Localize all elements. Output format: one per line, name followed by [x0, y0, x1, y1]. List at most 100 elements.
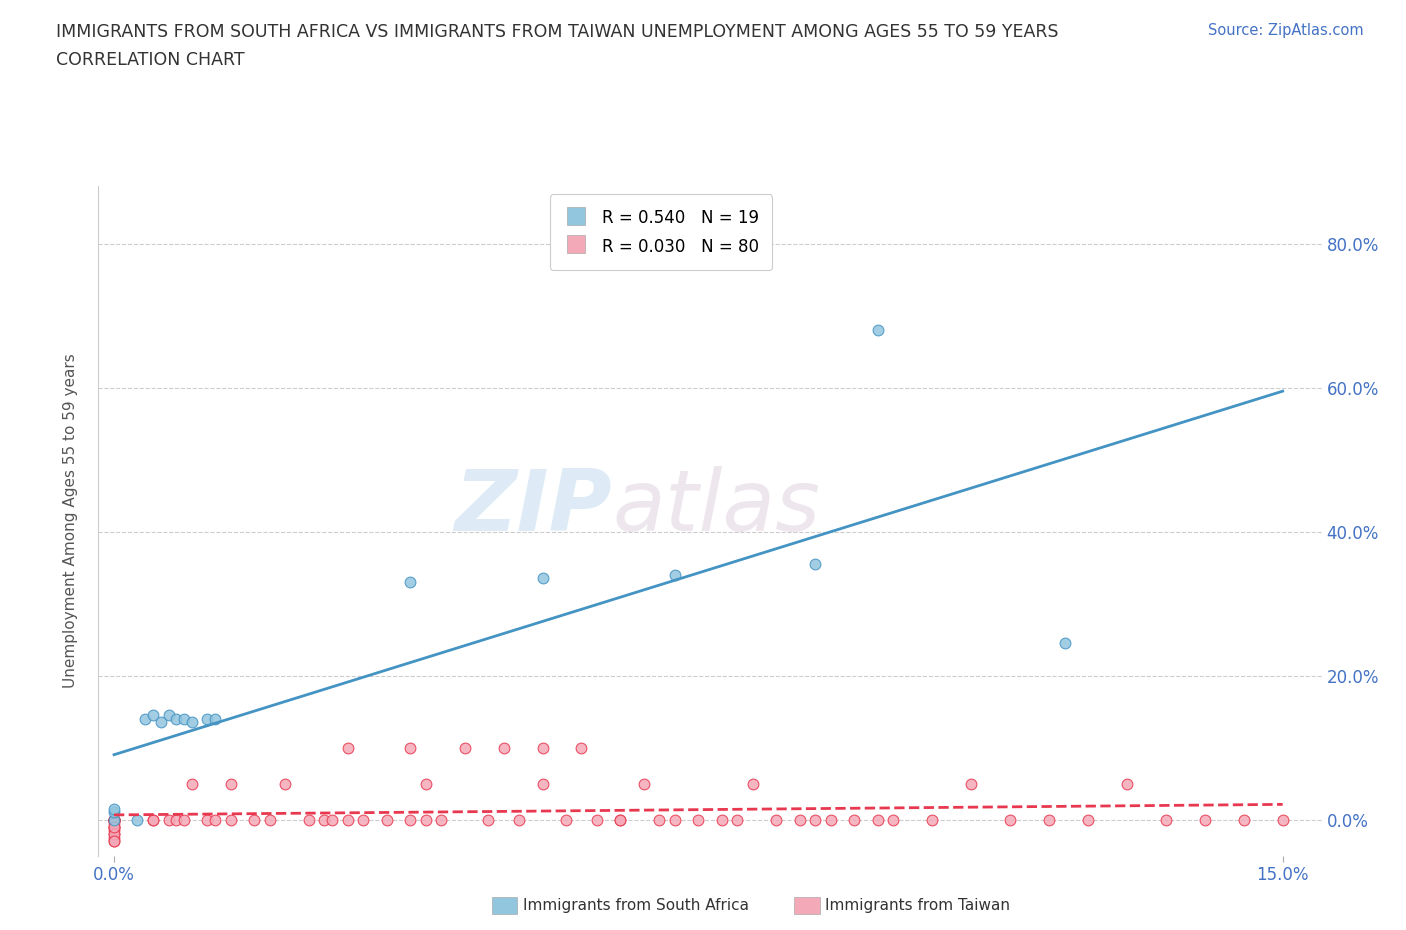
Point	[180, 777, 202, 791]
Point	[103, 819, 125, 834]
Point	[103, 812, 125, 827]
Point	[571, 740, 593, 755]
Point	[103, 823, 125, 838]
Point	[586, 812, 609, 827]
Point	[103, 827, 125, 842]
Point	[1194, 812, 1216, 827]
Point	[103, 802, 125, 817]
Point	[866, 323, 889, 338]
Point	[866, 812, 889, 827]
Point	[399, 740, 422, 755]
Point	[243, 812, 266, 827]
Text: IMMIGRANTS FROM SOUTH AFRICA VS IMMIGRANTS FROM TAIWAN UNEMPLOYMENT AMONG AGES 5: IMMIGRANTS FROM SOUTH AFRICA VS IMMIGRAN…	[56, 23, 1059, 41]
Point	[960, 777, 983, 791]
Point	[531, 777, 554, 791]
Point	[1077, 812, 1099, 827]
Point	[399, 575, 422, 590]
Point	[197, 711, 219, 726]
Point	[609, 812, 631, 827]
Point	[399, 812, 422, 827]
Point	[1038, 812, 1060, 827]
Point	[142, 708, 165, 723]
Point	[415, 777, 437, 791]
Point	[134, 711, 156, 726]
Point	[1233, 812, 1256, 827]
Point	[157, 812, 180, 827]
Point	[103, 812, 125, 827]
Point	[274, 777, 297, 791]
Point	[157, 708, 180, 723]
Point	[415, 812, 437, 827]
Point	[165, 711, 187, 726]
Point	[219, 812, 242, 827]
Point	[844, 812, 866, 827]
Point	[103, 812, 125, 827]
Point	[103, 812, 125, 827]
Point	[508, 812, 530, 827]
Point	[103, 834, 125, 849]
Point	[453, 740, 475, 755]
Text: ZIP: ZIP	[454, 466, 612, 549]
Point	[298, 812, 321, 827]
Point	[321, 812, 343, 827]
Point	[664, 812, 686, 827]
Point	[375, 812, 398, 827]
Point	[103, 812, 125, 827]
Point	[180, 715, 202, 730]
Point	[765, 812, 787, 827]
Point	[103, 812, 125, 827]
Point	[492, 740, 515, 755]
Point	[173, 711, 195, 726]
Point	[531, 571, 554, 586]
Point	[204, 711, 226, 726]
Point	[430, 812, 453, 827]
Point	[609, 812, 631, 827]
Point	[103, 812, 125, 827]
Point	[820, 812, 842, 827]
Point	[103, 812, 125, 827]
Point	[1053, 636, 1076, 651]
Point	[103, 834, 125, 849]
Point	[142, 812, 165, 827]
Point	[173, 812, 195, 827]
Point	[804, 556, 827, 571]
Point	[103, 819, 125, 834]
Point	[336, 740, 359, 755]
Point	[149, 715, 172, 730]
Point	[531, 740, 554, 755]
Point	[804, 812, 827, 827]
Point	[1154, 812, 1177, 827]
Text: Immigrants from Taiwan: Immigrants from Taiwan	[825, 898, 1011, 913]
Point	[103, 805, 125, 820]
Point	[554, 812, 576, 827]
Text: Immigrants from South Africa: Immigrants from South Africa	[523, 898, 749, 913]
Point	[741, 777, 763, 791]
Point	[103, 819, 125, 834]
Point	[998, 812, 1021, 827]
Point	[103, 812, 125, 827]
Point	[219, 777, 242, 791]
Text: CORRELATION CHART: CORRELATION CHART	[56, 51, 245, 69]
Point	[710, 812, 733, 827]
Point	[789, 812, 811, 827]
Point	[103, 827, 125, 842]
Point	[336, 812, 359, 827]
Point	[259, 812, 281, 827]
Point	[103, 816, 125, 830]
Point	[882, 812, 904, 827]
Point	[648, 812, 671, 827]
Legend: R = 0.540   N = 19, R = 0.030   N = 80: R = 0.540 N = 19, R = 0.030 N = 80	[550, 194, 772, 270]
Point	[352, 812, 374, 827]
Point	[103, 812, 125, 827]
Point	[664, 567, 686, 582]
Point	[204, 812, 226, 827]
Point	[142, 812, 165, 827]
Point	[477, 812, 499, 827]
Point	[197, 812, 219, 827]
Y-axis label: Unemployment Among Ages 55 to 59 years: Unemployment Among Ages 55 to 59 years	[63, 353, 77, 688]
Point	[725, 812, 748, 827]
Point	[103, 812, 125, 827]
Point	[688, 812, 710, 827]
Point	[165, 812, 187, 827]
Point	[633, 777, 655, 791]
